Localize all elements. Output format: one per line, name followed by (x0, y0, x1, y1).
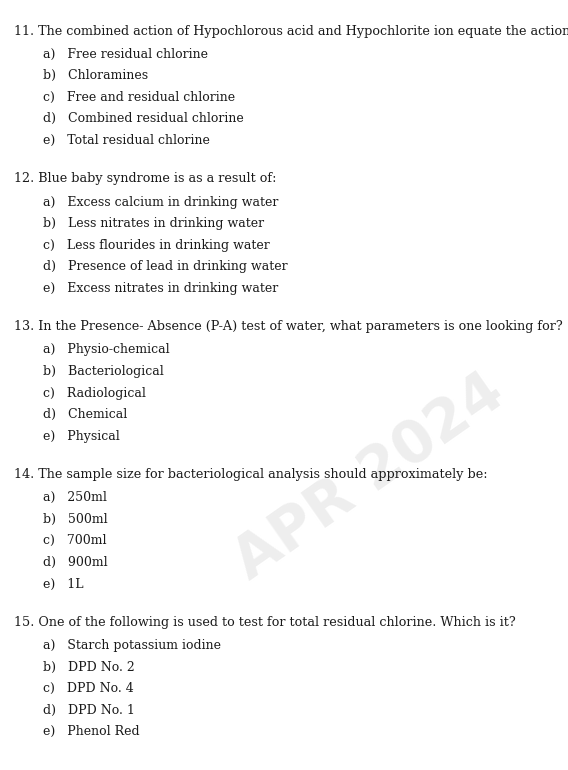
Text: d)   DPD No. 1: d) DPD No. 1 (43, 704, 135, 717)
Text: a)   Free residual chlorine: a) Free residual chlorine (43, 48, 207, 61)
Text: b)   Less nitrates in drinking water: b) Less nitrates in drinking water (43, 217, 264, 230)
Text: d)   900ml: d) 900ml (43, 556, 107, 569)
Text: 13. In the Presence- Absence (P-A) test of water, what parameters is one looking: 13. In the Presence- Absence (P-A) test … (14, 320, 563, 333)
Text: APR 2024: APR 2024 (224, 363, 515, 591)
Text: b)   Bacteriological: b) Bacteriological (43, 365, 164, 378)
Text: 12. Blue baby syndrome is as a result of:: 12. Blue baby syndrome is as a result of… (14, 172, 277, 186)
Text: e)   Excess nitrates in drinking water: e) Excess nitrates in drinking water (43, 282, 278, 295)
Text: a)   Excess calcium in drinking water: a) Excess calcium in drinking water (43, 196, 278, 209)
Text: b)   DPD No. 2: b) DPD No. 2 (43, 661, 135, 674)
Text: c)   Free and residual chlorine: c) Free and residual chlorine (43, 91, 235, 104)
Text: a)   250ml: a) 250ml (43, 491, 106, 504)
Text: d)   Combined residual chlorine: d) Combined residual chlorine (43, 112, 243, 126)
Text: e)   1L: e) 1L (43, 578, 83, 591)
Text: 15. One of the following is used to test for total residual chlorine. Which is i: 15. One of the following is used to test… (14, 616, 516, 629)
Text: e)   Total residual chlorine: e) Total residual chlorine (43, 134, 210, 147)
Text: 14. The sample size for bacteriological analysis should approximately be:: 14. The sample size for bacteriological … (14, 468, 488, 481)
Text: d)   Chemical: d) Chemical (43, 408, 127, 421)
Text: e)   Phenol Red: e) Phenol Red (43, 725, 139, 738)
Text: e)   Physical: e) Physical (43, 430, 119, 443)
Text: c)   DPD No. 4: c) DPD No. 4 (43, 682, 133, 695)
Text: c)   Less flourides in drinking water: c) Less flourides in drinking water (43, 239, 269, 252)
Text: c)   700ml: c) 700ml (43, 534, 106, 547)
Text: b)   Chloramines: b) Chloramines (43, 69, 148, 82)
Text: b)   500ml: b) 500ml (43, 513, 107, 526)
Text: c)   Radiological: c) Radiological (43, 387, 145, 400)
Text: a)   Physio-chemical: a) Physio-chemical (43, 343, 169, 357)
Text: 11. The combined action of Hypochlorous acid and Hypochlorite ion equate the act: 11. The combined action of Hypochlorous … (14, 25, 568, 38)
Text: a)   Starch potassium iodine: a) Starch potassium iodine (43, 639, 220, 652)
Text: d)   Presence of lead in drinking water: d) Presence of lead in drinking water (43, 260, 287, 273)
